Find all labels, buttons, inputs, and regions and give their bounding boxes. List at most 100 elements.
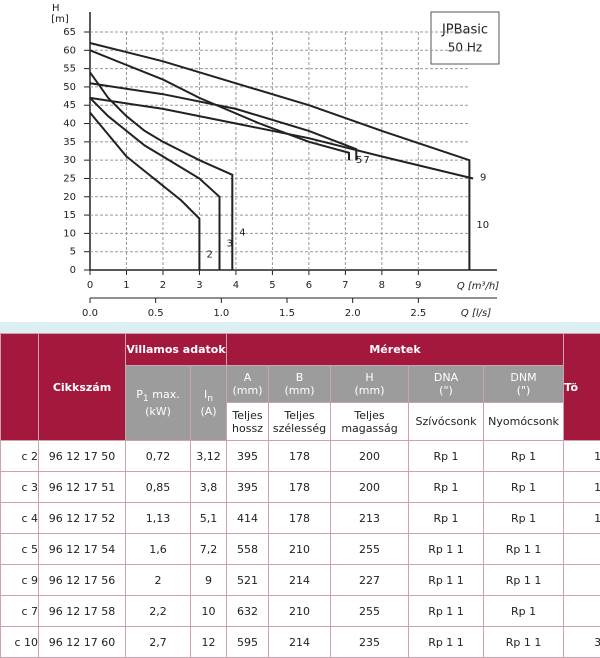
table-cell: Rp 1 1: [409, 565, 484, 596]
table-cell: c 5: [1, 534, 39, 565]
table-cell: Rp 1: [409, 441, 484, 472]
text: (kW): [145, 405, 171, 418]
table-cell: 395: [227, 472, 269, 503]
table-cell: [564, 596, 600, 627]
y-unit: [m]: [51, 14, 69, 25]
y-tick-label: 15: [63, 210, 76, 221]
header-cell: Cikkszám: [39, 334, 126, 441]
text: max.: [152, 388, 179, 401]
y-tick-label: 0: [70, 265, 76, 276]
x-tick-label: 9: [415, 280, 421, 291]
text: ("): [439, 384, 453, 397]
table-cell: 255: [331, 596, 409, 627]
header-cell: Szívócsonk: [409, 403, 484, 441]
table-cell: c 4: [1, 503, 39, 534]
spec-table: Cikkszám Villamos adatok Méretek Tö P1 m…: [0, 333, 600, 658]
table-cell: Rp 1 1: [484, 534, 564, 565]
table-cell: 521: [227, 565, 269, 596]
table-cell: 178: [269, 472, 331, 503]
y-tick-label: 35: [63, 137, 76, 148]
table-cell: 2,2: [126, 596, 191, 627]
table-cell: 0,85: [126, 472, 191, 503]
curve-label: 4: [239, 227, 245, 238]
text: (mm): [232, 384, 262, 397]
table-cell: 12: [191, 627, 227, 658]
text: P: [136, 388, 143, 401]
table-cell: 214: [269, 565, 331, 596]
table-cell: 96 12 17 51: [39, 472, 126, 503]
header-cell: Teljes magasság: [331, 403, 409, 441]
x-tick-label: 4: [233, 280, 239, 291]
table-cell: 9: [191, 565, 227, 596]
text: (mm): [284, 384, 314, 397]
y-tick-label: 20: [63, 192, 76, 203]
table-cell: 96 12 17 50: [39, 441, 126, 472]
table-cell: Rp 1 1: [484, 627, 564, 658]
header-cell: Teljes hossz: [227, 403, 269, 441]
table-cell: 227: [331, 565, 409, 596]
x-tick-label: 7: [342, 280, 348, 291]
legend-box: [431, 12, 499, 64]
table-cell: Rp 1 1: [484, 565, 564, 596]
curve-label: 7: [363, 155, 369, 166]
header-cell: DNM("): [484, 366, 564, 403]
table-cell: 96 12 17 60: [39, 627, 126, 658]
y-tick-label: 25: [63, 173, 76, 184]
y-tick-label: 55: [63, 64, 76, 75]
table-cell: 595: [227, 627, 269, 658]
x2-tick-label: 1.0: [213, 308, 229, 319]
table-cell: Rp 1: [409, 503, 484, 534]
table-cell: 1,6: [126, 534, 191, 565]
table-cell: 1: [564, 503, 600, 534]
curve-label: 2: [206, 249, 212, 260]
table-cell: Rp 1 1: [409, 596, 484, 627]
table-cell: Rp 1: [484, 472, 564, 503]
table-cell: [564, 565, 600, 596]
box-subtitle: 50 Hz: [448, 41, 482, 55]
table-cell: 235: [331, 627, 409, 658]
x-tick-label: 8: [379, 280, 385, 291]
header-cell: Tö: [564, 334, 600, 441]
table-cell: 96 12 17 56: [39, 565, 126, 596]
header-cell: DNA("): [409, 366, 484, 403]
text: (A): [200, 405, 216, 418]
x2-tick-label: 0.5: [148, 308, 164, 319]
table-cell: 178: [269, 441, 331, 472]
y-tick-label: 65: [63, 27, 76, 38]
table-cell: 214: [269, 627, 331, 658]
y-tick-label: 45: [63, 100, 76, 111]
table-cell: 10: [191, 596, 227, 627]
table-cell: 0,72: [126, 441, 191, 472]
x-tick-label: 3: [196, 280, 202, 291]
y-tick-label: 10: [63, 228, 76, 239]
x-tick-label: 0: [87, 280, 93, 291]
table-cell: 5,1: [191, 503, 227, 534]
x2-tick-label: 1.5: [279, 308, 295, 319]
table-cell: c 7: [1, 596, 39, 627]
text: B: [296, 371, 304, 384]
y-tick-label: 5: [70, 247, 76, 258]
curve-label: 10: [476, 220, 489, 231]
table-cell: 255: [331, 534, 409, 565]
table-cell: 1: [564, 441, 600, 472]
text: n: [207, 394, 213, 405]
header-cell: [1, 334, 39, 441]
text: DNA: [434, 371, 458, 384]
table-cell: 3: [564, 627, 600, 658]
header-cell: B(mm): [269, 366, 331, 403]
table-cell: Rp 1: [484, 503, 564, 534]
text: 1: [143, 394, 149, 405]
x-tick-label: 6: [306, 280, 312, 291]
table-cell: c 3: [1, 472, 39, 503]
table-cell: 213: [331, 503, 409, 534]
table-cell: 414: [227, 503, 269, 534]
x-label: Q [m³/h]: [457, 281, 499, 292]
table-cell: 558: [227, 534, 269, 565]
table-cell: 2,7: [126, 627, 191, 658]
table-cell: [564, 534, 600, 565]
header-cell: Nyomócsonk: [484, 403, 564, 441]
